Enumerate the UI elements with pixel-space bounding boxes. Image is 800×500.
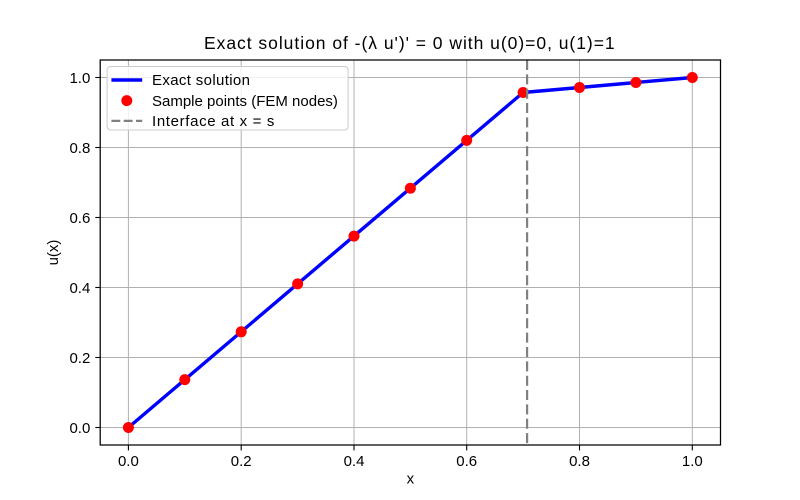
svg-text:0.2: 0.2 — [231, 453, 252, 470]
svg-text:0.0: 0.0 — [69, 420, 90, 437]
svg-text:Exact solution: Exact solution — [152, 72, 250, 89]
svg-text:0.6: 0.6 — [69, 210, 90, 227]
svg-text:x: x — [407, 471, 415, 488]
svg-text:0.8: 0.8 — [569, 453, 590, 470]
svg-text:Interface at x = s: Interface at x = s — [152, 113, 275, 130]
svg-text:u(x): u(x) — [45, 240, 62, 266]
svg-text:0.2: 0.2 — [69, 350, 90, 367]
svg-text:0.4: 0.4 — [344, 453, 365, 470]
svg-text:0.8: 0.8 — [69, 140, 90, 157]
svg-text:0.4: 0.4 — [69, 280, 90, 297]
svg-text:Sample points (FEM nodes): Sample points (FEM nodes) — [152, 93, 338, 110]
svg-text:Exact solution of -(λ u')' = 0: Exact solution of -(λ u')' = 0 with u(0)… — [204, 33, 616, 53]
svg-text:1.0: 1.0 — [682, 453, 703, 470]
svg-text:0.0: 0.0 — [118, 453, 139, 470]
svg-text:1.0: 1.0 — [69, 70, 90, 87]
svg-text:0.6: 0.6 — [456, 453, 477, 470]
